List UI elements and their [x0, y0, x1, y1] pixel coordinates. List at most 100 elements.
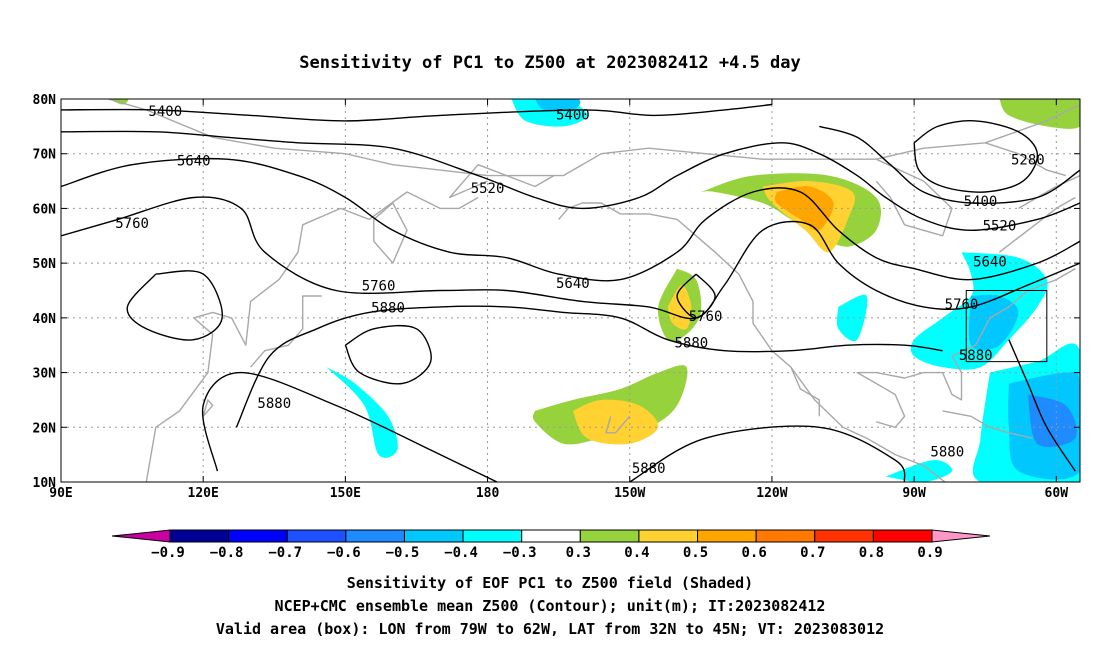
colorbar-label-11: 0.7	[800, 545, 825, 561]
contour-label-6: 5520	[983, 218, 1017, 234]
coastline-6	[790, 366, 820, 417]
x-tick-label-4: 150W	[614, 486, 645, 501]
colorbar-swatch-10	[755, 529, 816, 543]
shaded-region-10	[535, 99, 581, 112]
shaded-region-16	[326, 367, 398, 458]
coastline-12	[984, 142, 1066, 177]
contour-5760-2	[676, 273, 716, 319]
contour-label-9: 5640	[973, 255, 1007, 271]
colorbar-label-7: 0.3	[566, 545, 591, 561]
y-tick-label-2: 30N	[33, 367, 57, 382]
colorbar-swatch-3	[345, 529, 405, 543]
colorbar-swatch-5	[462, 529, 523, 543]
axis-labels: 90E 120E 150E 180 150W 120W 90W 60W 10N 20N 30N 40N…	[33, 93, 1069, 501]
contour-5760-1	[126, 270, 223, 341]
valid-area-box	[965, 290, 1048, 363]
x-tick-label-2: 150E	[330, 486, 361, 501]
contour-5880-4	[1008, 339, 1076, 472]
contour-label-4: 5640	[177, 153, 211, 169]
y-tick-label-1: 20N	[33, 421, 57, 436]
x-tick-label-6: 90W	[902, 486, 926, 501]
coastline-13	[605, 415, 631, 434]
colorbar-label-9: 0.5	[683, 545, 708, 561]
colorbar-swatch-9	[697, 529, 757, 543]
coastline-9	[875, 158, 953, 237]
contour-label-11: 5760	[689, 309, 723, 325]
contour-5280-0	[913, 120, 1039, 193]
x-tick-label-1: 120E	[188, 486, 219, 501]
y-tick-label-6: 70N	[33, 148, 57, 163]
map-plot-area: 5400 5400 5280 5400 5640 5520 5520 5760 5640 5640…	[61, 99, 1080, 482]
contour-label-12: 5760	[945, 297, 979, 313]
contour-5760-0	[61, 196, 1080, 320]
colorbar-swatch-7	[579, 529, 640, 543]
y-tick-label-4: 50N	[33, 257, 57, 272]
contour-label-8: 5640	[556, 276, 590, 292]
x-tick-label-3: 180	[476, 486, 500, 501]
coastline-10	[998, 196, 1076, 253]
shaded-region-2	[774, 186, 834, 231]
contour-5880-3	[629, 425, 906, 482]
contour-5640-0	[61, 157, 1080, 282]
y-tick-label-3: 40N	[33, 312, 57, 327]
contour-label-14: 5880	[674, 335, 708, 351]
contour-labels: 5400 5400 5280 5400 5640 5520 5520 5760 5640 5640…	[115, 104, 1045, 477]
colorbar-label-4: −0.5	[386, 545, 420, 561]
contour-label-13: 5880	[371, 300, 405, 316]
colorbar-over-arrow	[931, 529, 991, 543]
contour-label-18: 5880	[930, 444, 964, 460]
contour-label-17: 5880	[632, 461, 666, 477]
contour-label-1: 5400	[556, 107, 590, 123]
contour-label-5: 5520	[471, 181, 505, 197]
shaded-region-6	[572, 399, 659, 445]
colorbar-swatch-6	[521, 529, 581, 543]
colorbar-label-5: −0.4	[444, 545, 478, 561]
colorbar-swatch-8	[638, 529, 699, 543]
colorbar-swatch-2	[286, 529, 347, 543]
coastline-11	[1018, 174, 1080, 210]
colorbar-label-0: −0.9	[151, 545, 185, 561]
colorbar-swatch-11	[814, 529, 874, 543]
shaded-region-17	[836, 294, 868, 342]
colorbar-under-arrow	[111, 529, 171, 543]
colorbar-swatch-4	[403, 529, 464, 543]
valid-area-box-layer	[965, 290, 1048, 363]
colorbar-swatch-12	[872, 529, 933, 543]
colorbar-swatch-1	[228, 529, 288, 543]
y-tick-label-5: 60N	[33, 202, 57, 217]
y-tick-label-0: 10N	[33, 476, 57, 491]
shaded-region-15	[1027, 394, 1077, 447]
colorbar-label-2: −0.7	[268, 545, 302, 561]
caption-line-1: Sensitivity of EOF PC1 to Z500 field (Sh…	[347, 574, 753, 592]
shaded-region-7	[999, 99, 1080, 129]
colorbar-label-6: −0.3	[503, 545, 537, 561]
coastline-7	[856, 267, 1076, 428]
contour-5400-1	[819, 125, 1080, 205]
shaded-region-18	[885, 460, 953, 482]
contour-5880-2	[201, 371, 498, 482]
caption-line-3: Valid area (box): LON from 79W to 62W, L…	[216, 620, 884, 638]
map-frame	[60, 98, 1081, 483]
contour-5880-1	[344, 324, 432, 385]
colorbar-label-12: 0.8	[859, 545, 884, 561]
colorbar-label-10: 0.6	[742, 545, 767, 561]
coastline-0	[108, 99, 1080, 177]
contour-label-7: 5760	[115, 216, 149, 232]
x-tick-label-5: 120W	[756, 486, 787, 501]
contour-5880-0	[235, 305, 943, 428]
y-tick-label-7: 80N	[33, 93, 57, 108]
coastline-4	[202, 399, 214, 417]
contour-label-3: 5400	[964, 194, 998, 210]
contour-label-15: 5880	[959, 348, 993, 364]
colorbar-label-3: −0.6	[327, 545, 361, 561]
colorbar-label-8: 0.4	[624, 545, 649, 561]
contour-label-0: 5400	[148, 104, 182, 120]
coastline-14	[448, 163, 555, 199]
sensitivity-shading	[108, 99, 1080, 482]
axis-ticks	[60, 98, 1080, 483]
z500-contours	[61, 103, 1080, 482]
contour-label-2: 5280	[1011, 153, 1045, 169]
coastline-5	[558, 202, 947, 482]
colorbar: −0.9 −0.8 −0.7 −0.6 −0.5 −0.4 −0.3 0.3 0.4 0.5 0.6…	[111, 529, 991, 561]
